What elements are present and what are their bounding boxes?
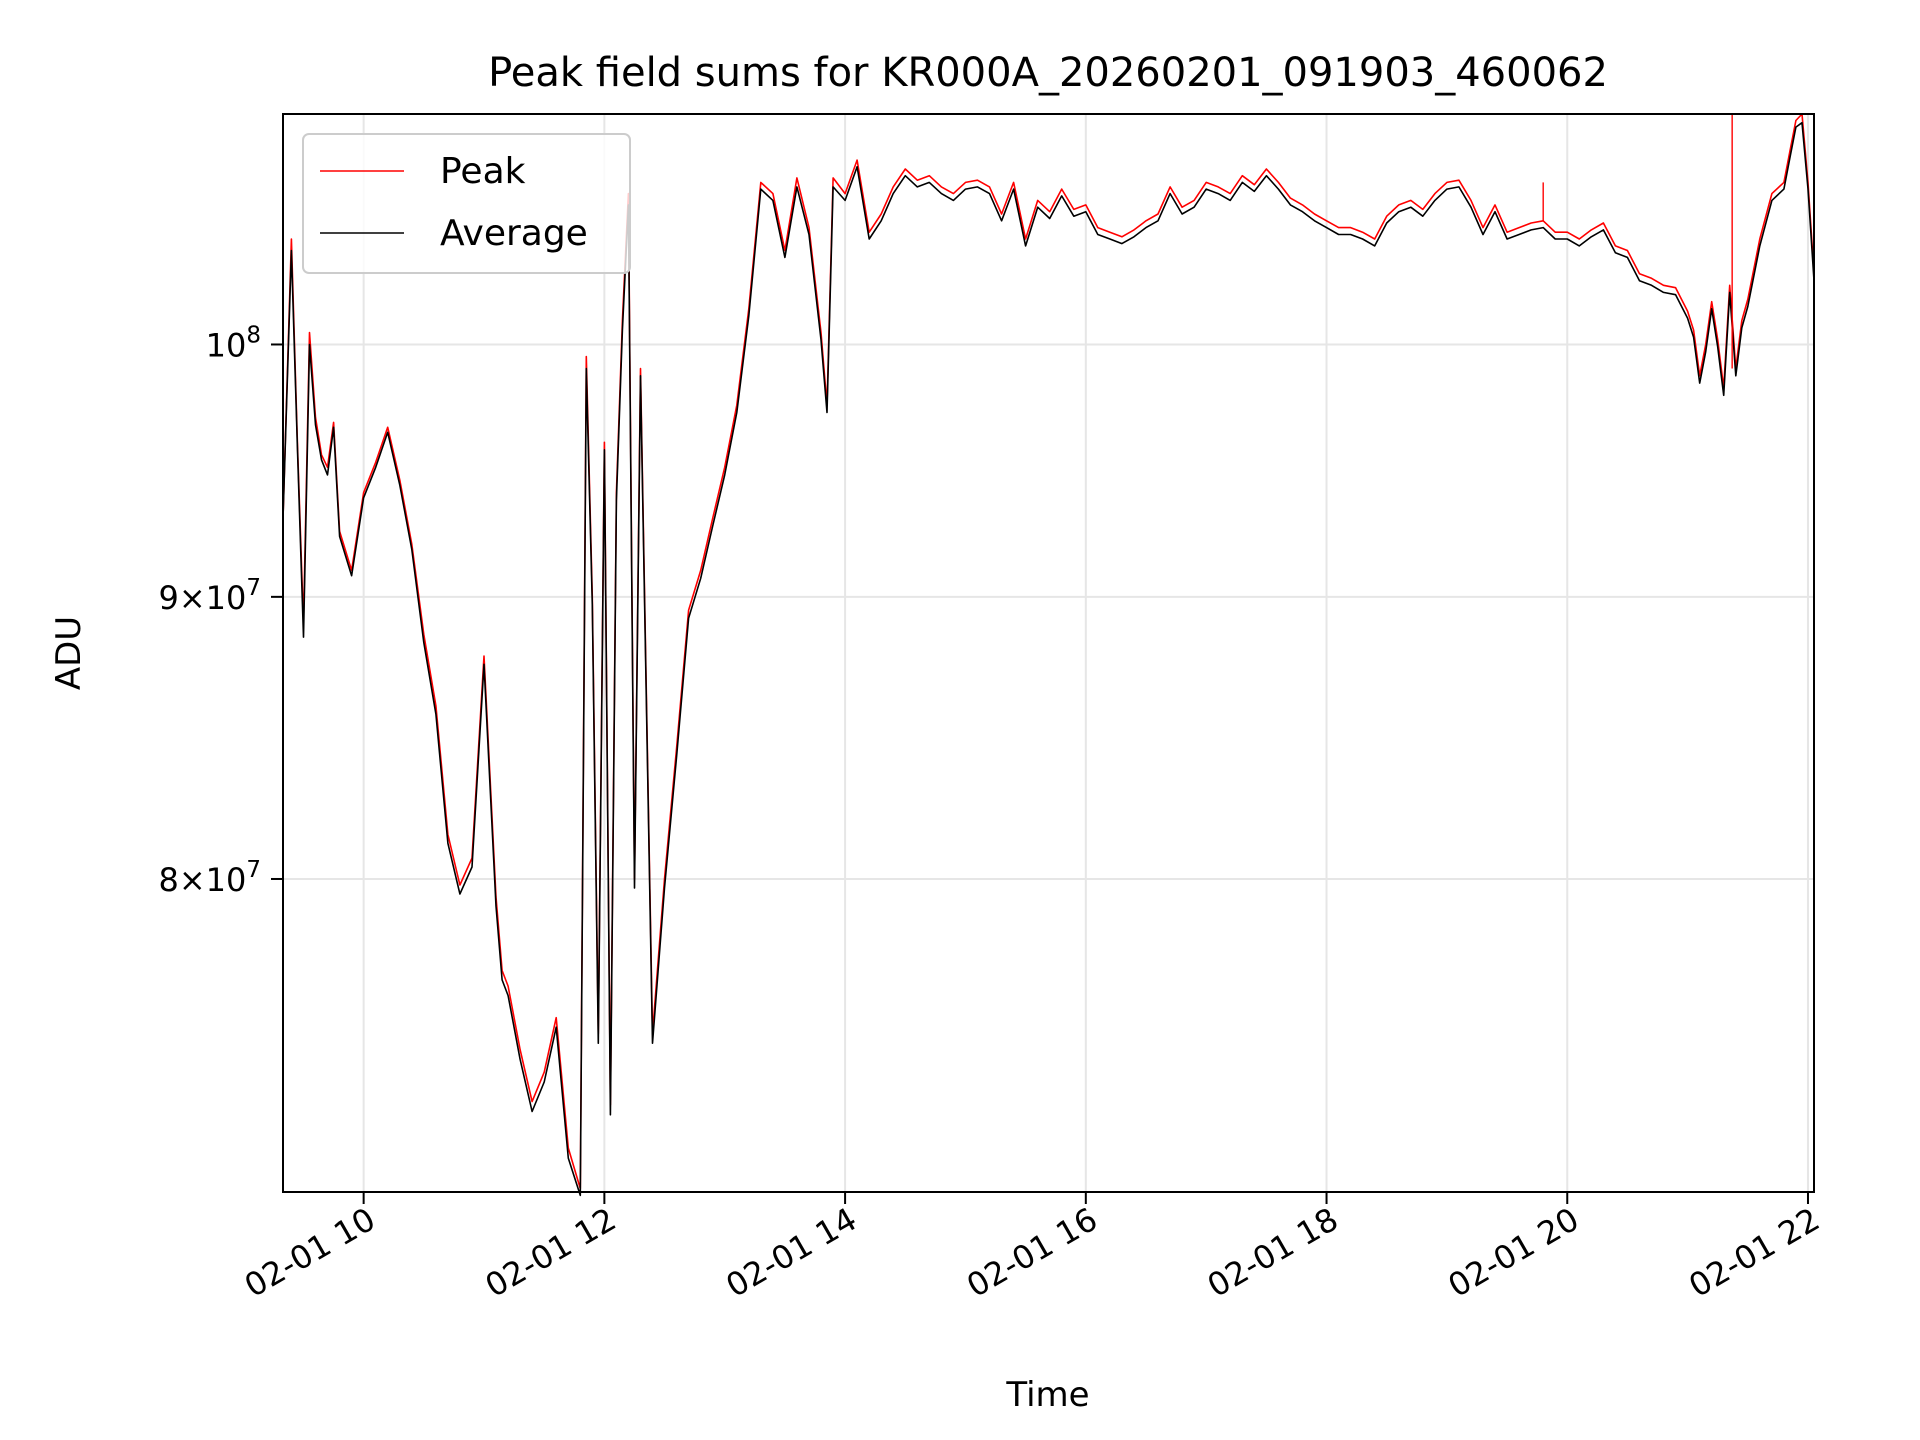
legend-box bbox=[302, 133, 631, 274]
y-tick-label: 108 bbox=[206, 322, 261, 364]
x-axis-label: Time bbox=[1005, 1375, 1089, 1415]
y-tick-label: 9×107 bbox=[158, 575, 261, 617]
plot-frame bbox=[282, 113, 1815, 1193]
series-line-average bbox=[282, 121, 1815, 1197]
legend-label-peak: Peak bbox=[440, 151, 526, 192]
series-line-peak bbox=[282, 113, 1815, 1190]
y-tick-label: 8×107 bbox=[158, 857, 261, 899]
legend: Peak Average bbox=[302, 133, 631, 274]
y-axis-ticks: 8×107 9×107 108 bbox=[158, 322, 283, 899]
chart-title: Peak field sums for KR000A_20260201_0919… bbox=[488, 50, 1608, 96]
series-layer bbox=[282, 113, 1815, 1197]
y-axis-label: ADU bbox=[49, 616, 89, 690]
legend-label-average: Average bbox=[440, 213, 588, 254]
grid-layer bbox=[283, 114, 1814, 1192]
